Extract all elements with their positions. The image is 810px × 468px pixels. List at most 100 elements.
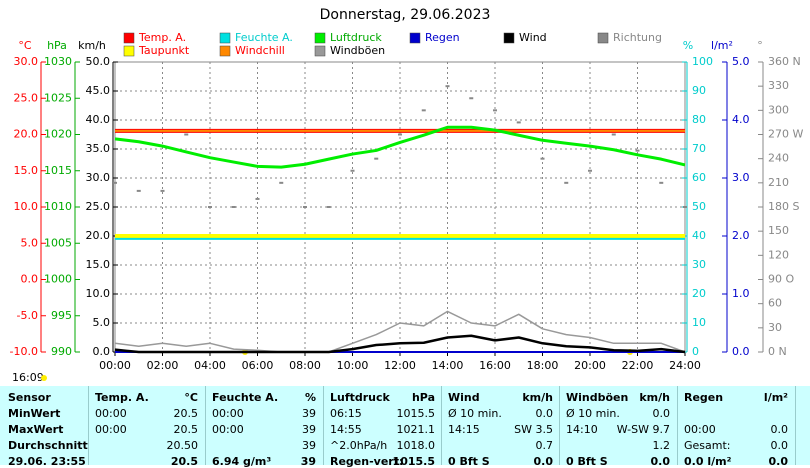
axis-unit: °C: [18, 39, 32, 52]
table-cell: 20.50: [166, 439, 199, 452]
column-divider: [205, 386, 206, 465]
y-tick-label: 10: [692, 316, 706, 329]
direction-dot: [540, 157, 545, 160]
table-cell: %: [304, 391, 316, 404]
table-cell: hPa: [411, 391, 435, 404]
table-cell: 39: [302, 407, 316, 420]
y-tick-label: 4.0: [732, 113, 750, 126]
y-tick-label: 150: [768, 224, 789, 237]
summary-table: Sensor Temp. A. °C Feuchte A.% Luftdruck hPa W…: [0, 386, 810, 468]
y-tick-label: 330: [768, 79, 789, 92]
y-tick-label: 240: [768, 152, 789, 165]
y-tick-label: 995: [51, 309, 72, 322]
table-cell: 0 Bft S: [566, 455, 608, 468]
column-divider: [677, 386, 678, 465]
table-cell: 20.5: [173, 423, 199, 436]
x-tick-label: 20:00: [574, 359, 606, 372]
table-cell: W-SW 9.7: [616, 423, 670, 436]
y-tick-label: 30.0: [14, 55, 39, 68]
direction-dot: [588, 169, 592, 172]
y-tick-label: 60: [692, 171, 706, 184]
y-tick-label: 990: [51, 345, 72, 358]
legend-label: Taupunkt: [138, 44, 190, 57]
table-cell: 14:55: [330, 423, 362, 436]
table-cell: 0.0: [652, 407, 671, 420]
table-cell: Luftdruck: [330, 391, 390, 404]
legend-swatch: [503, 32, 515, 44]
table-cell: l/m²: [763, 391, 788, 404]
table-cell: km/h: [639, 391, 670, 404]
y-tick-label: 1025: [44, 91, 72, 104]
y-tick-label: 5.0: [21, 236, 39, 249]
y-tick-label: 5.0: [732, 55, 750, 68]
y-tick-label: -5.0: [17, 309, 38, 322]
y-tick-label: 1005: [44, 236, 72, 249]
direction-dot: [659, 181, 664, 184]
column-divider: [441, 386, 442, 465]
table-cell: 14:15: [448, 423, 480, 436]
legend-label: Luftdruck: [330, 31, 382, 44]
legend-swatch: [597, 32, 609, 44]
direction-dot: [160, 189, 165, 192]
x-tick-label: 08:00: [289, 359, 321, 372]
table-cell: 6.94 g/m³: [212, 455, 272, 468]
y-tick-label: 180 S: [768, 200, 799, 213]
y-tick-label: 2.0: [732, 229, 750, 242]
time-stamp: 16:09: [12, 371, 44, 384]
table-cell: 0.0: [533, 455, 554, 468]
y-tick-label: 70: [692, 142, 706, 155]
y-tick-label: 3.0: [732, 171, 750, 184]
y-tick-label: 0.0: [93, 345, 111, 358]
table-cell: 1.2: [652, 439, 671, 452]
legend-swatch: [219, 32, 231, 44]
legend-label: Temp. A.: [138, 31, 186, 44]
column-divider: [795, 386, 796, 465]
x-tick-label: 04:00: [194, 359, 226, 372]
direction-dot: [635, 149, 640, 152]
y-tick-label: 360 N: [768, 55, 801, 68]
column-divider: [88, 386, 89, 465]
table-cell: Windböen: [566, 391, 629, 404]
chart: Donnerstag, 29.06.2023 16:09 00:00 02:00 0…: [10, 7, 804, 384]
direction-dot: [421, 109, 426, 112]
axis-unit: km/h: [78, 39, 106, 52]
direction-dot: [398, 133, 402, 136]
series-line: [114, 125, 686, 169]
table-cell: 06:15: [330, 407, 362, 420]
direction-dot: [564, 181, 569, 184]
y-tick-label: 1.0: [732, 287, 750, 300]
table-cell: °C: [184, 391, 198, 404]
axis-unit: hPa: [47, 39, 67, 52]
table-cell: 00:00: [684, 423, 716, 436]
y-tick-label: 15.0: [14, 164, 39, 177]
y-tick-label: 60: [768, 297, 782, 310]
direction-dot: [113, 181, 117, 184]
y-tick-label: 10.0: [86, 287, 111, 300]
table-cell: Regen: [684, 391, 724, 404]
legend-swatch: [314, 45, 326, 57]
y-tick-label: 210: [768, 176, 789, 189]
axis-unit: l/m²: [711, 39, 733, 52]
y-tick-label: 1010: [44, 200, 72, 213]
direction-dot: [326, 206, 331, 208]
x-tick-label: 24:00: [669, 359, 701, 372]
y-tick-label: 30: [692, 258, 706, 271]
y-tick-label: 80: [692, 113, 706, 126]
table-cell: 39: [302, 423, 316, 436]
table-cell: 0 Bft S: [448, 455, 490, 468]
direction-dot: [611, 133, 616, 136]
table-cell: 1015.5: [392, 455, 435, 468]
y-tick-label: 35.0: [86, 142, 111, 155]
direction-dot: [279, 181, 284, 184]
legend-label: Windböen: [330, 44, 385, 57]
direction-dot: [445, 85, 450, 88]
y-tick-label: 100: [692, 55, 713, 68]
table-cell: km/h: [522, 391, 553, 404]
y-tick-label: 15.0: [86, 258, 111, 271]
y-tick-label: 25.0: [86, 200, 111, 213]
y-tick-label: 0 N: [768, 345, 787, 358]
direction-dot: [184, 133, 189, 136]
y-tick-label: 5.0: [93, 316, 111, 329]
y-tick-label: 0: [692, 345, 699, 358]
